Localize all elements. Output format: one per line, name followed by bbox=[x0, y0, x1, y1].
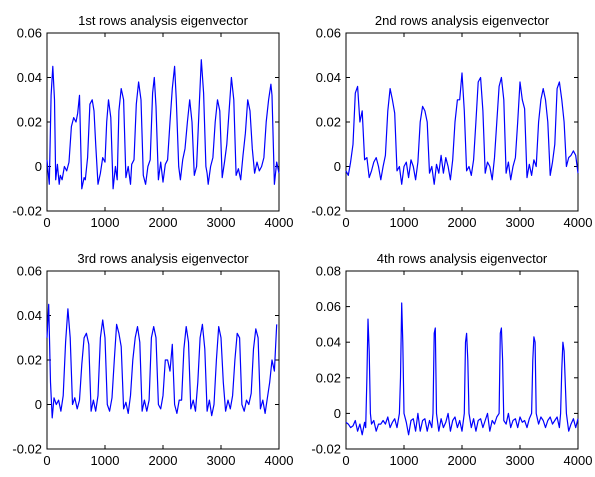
y-tick-label: 0 bbox=[35, 397, 42, 412]
x-tick-label: 3000 bbox=[506, 453, 535, 468]
chart-title: 2nd rows analysis eigenvector bbox=[375, 13, 550, 28]
y-tick-label: -0.02 bbox=[311, 204, 341, 219]
x-tick-label: 0 bbox=[342, 215, 349, 230]
y-tick-label: 0.02 bbox=[316, 115, 341, 130]
y-tick-label: 0.04 bbox=[17, 308, 42, 323]
y-tick-label: 0.06 bbox=[17, 264, 42, 279]
y-tick-label: 0.08 bbox=[316, 264, 341, 279]
y-tick-label: 0.06 bbox=[17, 26, 42, 41]
x-tick-label: 4000 bbox=[265, 215, 294, 230]
eigenvector-line bbox=[345, 72, 579, 185]
x-tick-label: 4000 bbox=[265, 453, 294, 468]
eigenvector-line bbox=[46, 303, 278, 419]
y-tick-label: 0.06 bbox=[316, 26, 341, 41]
x-tick-label: 0 bbox=[43, 215, 50, 230]
x-tick-label: 2000 bbox=[149, 215, 178, 230]
y-tick-label: 0.04 bbox=[316, 70, 341, 85]
eigenvector-line bbox=[46, 59, 280, 190]
subplot-4: 4th rows analysis eigenvector 0 1000 2000 30… bbox=[311, 251, 592, 468]
x-tick-label: 3000 bbox=[506, 215, 535, 230]
y-tick-label: 0.06 bbox=[316, 299, 341, 314]
y-tick-label: 0 bbox=[35, 159, 42, 174]
y-tick-label: 0.04 bbox=[316, 335, 341, 350]
y-tick-label: -0.02 bbox=[311, 442, 341, 457]
x-tick-label: 3000 bbox=[207, 453, 236, 468]
y-tick-label: 0.04 bbox=[17, 70, 42, 85]
x-tick-label: 4000 bbox=[564, 453, 593, 468]
plot-frame bbox=[345, 270, 579, 450]
chart-title: 4th rows analysis eigenvector bbox=[377, 251, 548, 266]
plot-frame bbox=[345, 32, 579, 212]
y-tick-label: 0 bbox=[334, 406, 341, 421]
subplot-1: 1st rows analysis eigenvector 0 1000 2000 30… bbox=[12, 13, 293, 230]
y-tick-label: 0 bbox=[334, 159, 341, 174]
x-tick-label: 2000 bbox=[448, 215, 477, 230]
x-tick-label: 3000 bbox=[207, 215, 236, 230]
x-tick-label: 1000 bbox=[390, 215, 419, 230]
x-tick-label: 1000 bbox=[390, 453, 419, 468]
x-tick-label: 0 bbox=[43, 453, 50, 468]
y-tick-label: 0.02 bbox=[17, 115, 42, 130]
y-tick-label: 0.02 bbox=[316, 370, 341, 385]
y-tick-label: -0.02 bbox=[12, 204, 42, 219]
chart-title: 1st rows analysis eigenvector bbox=[78, 13, 248, 28]
eigenvector-line bbox=[345, 302, 579, 436]
subplot-3: 3rd rows analysis eigenvector 0 1000 2000 30… bbox=[12, 251, 293, 468]
y-tick-label: -0.02 bbox=[12, 442, 42, 457]
subplot-2: 2nd rows analysis eigenvector 0 1000 2000 30… bbox=[311, 13, 592, 230]
x-tick-label: 2000 bbox=[149, 453, 178, 468]
x-tick-label: 2000 bbox=[448, 453, 477, 468]
x-tick-label: 4000 bbox=[564, 215, 593, 230]
x-tick-label: 1000 bbox=[91, 215, 120, 230]
chart-title: 3rd rows analysis eigenvector bbox=[77, 251, 249, 266]
x-tick-label: 1000 bbox=[91, 453, 120, 468]
y-tick-label: 0.02 bbox=[17, 353, 42, 368]
x-tick-label: 0 bbox=[342, 453, 349, 468]
